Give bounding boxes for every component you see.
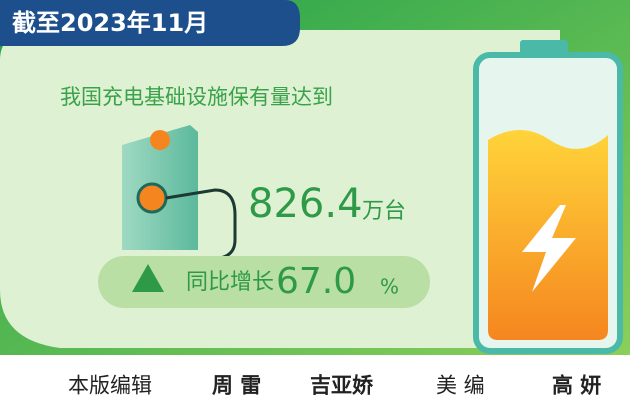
art-editor: 高 妍 — [552, 373, 601, 398]
editor: 吉亚娇 — [310, 373, 374, 398]
art-label: 美 编 — [436, 374, 485, 398]
total-value: 826.4 — [248, 181, 363, 227]
charger-icon — [150, 130, 170, 150]
charger-port — [138, 184, 166, 212]
infographic: 截至2023年11月 我国充电基础设施保有量达到 826.4 万台 同比增长 6… — [0, 0, 630, 412]
growth-label: 同比增长 — [186, 270, 274, 295]
date: 截至2023年11月 — [12, 9, 208, 37]
total-unit: 万台 — [362, 199, 406, 224]
growth-unit: % — [380, 275, 399, 299]
growth-value: 67.0 — [276, 261, 356, 302]
editor-label: 本版编辑 — [68, 374, 152, 398]
headline: 我国充电基础设施保有量达到 — [60, 85, 333, 109]
editor: 周 雷 — [212, 373, 261, 398]
